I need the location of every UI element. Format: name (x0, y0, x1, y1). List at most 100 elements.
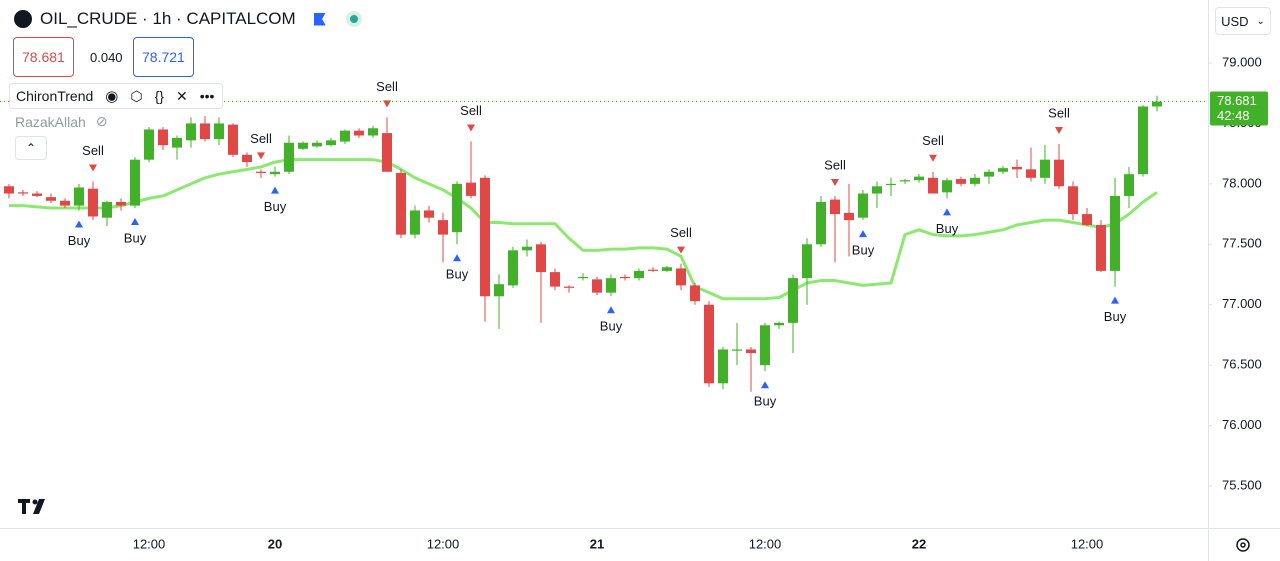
buy-label: Buy (754, 394, 777, 409)
candle-body (74, 187, 84, 206)
candle-body (536, 244, 546, 273)
candle-body (508, 250, 518, 286)
candle-body (1026, 169, 1036, 178)
candle-body (480, 177, 490, 297)
sell-label: Sell (82, 143, 104, 158)
candle-body (1082, 214, 1092, 225)
candle-body (522, 246, 532, 251)
candle-body (18, 192, 28, 194)
candle-body (46, 197, 56, 201)
close-icon[interactable]: ✕ (175, 87, 188, 104)
sell-marker (929, 154, 937, 162)
candle-body (284, 142, 294, 172)
sell-label: Sell (670, 225, 692, 240)
buy-label: Buy (1104, 309, 1127, 324)
candle-body (788, 278, 798, 323)
candle-body (228, 124, 238, 155)
candle-body (942, 180, 952, 193)
trend-line (9, 158, 1158, 301)
ask-box[interactable]: 78.721 (133, 37, 194, 77)
candle-body (60, 200, 70, 206)
candle-body (620, 276, 630, 279)
buy-marker (859, 230, 867, 238)
indicator2-legend: RazakAllah ⊘ (15, 113, 108, 130)
candle-body (368, 128, 378, 136)
last-price-label: 78.681 (1217, 93, 1257, 108)
currency: USD (1221, 13, 1249, 29)
candle-body (452, 183, 462, 233)
candle-body (1152, 101, 1162, 107)
candle-body (102, 201, 112, 218)
candle-body (494, 284, 504, 297)
candle-body (704, 304, 714, 384)
candle-body (1012, 166, 1022, 170)
buy-marker (761, 381, 769, 389)
buy-label: Buy (852, 243, 875, 258)
collapse-button[interactable]: ⌃ (15, 136, 47, 160)
x-tick-label: 22 (912, 536, 926, 551)
candle-body (872, 186, 882, 194)
candle-body (1040, 159, 1050, 178)
y-tick-label: 78.000 (1222, 175, 1262, 190)
candle-body (592, 279, 602, 293)
bid-box[interactable]: 78.681 (13, 37, 74, 77)
x-tick-label: 12:00 (1071, 536, 1104, 551)
candle-body (130, 159, 140, 206)
candle-body (1110, 195, 1120, 271)
currency-select[interactable]: USD ⌄ (1215, 7, 1271, 35)
candle-body (802, 244, 812, 279)
indicator-legend[interactable]: ChironTrend ◉ ⬡ {} ✕ ••• (9, 83, 224, 109)
candle-body (200, 123, 210, 140)
source-icon[interactable]: {} (154, 88, 164, 104)
spread: 0.040 (90, 50, 123, 65)
x-tick-label: 20 (268, 536, 282, 551)
candle-body (774, 322, 784, 326)
sell-marker (467, 124, 475, 132)
buy-label: Buy (68, 233, 91, 248)
candle-body (466, 182, 476, 196)
candle-body (88, 188, 98, 217)
candle-body (1138, 106, 1148, 175)
candle-body (298, 142, 308, 149)
y-tick-label: 76.000 (1222, 417, 1262, 432)
candle-body (32, 193, 42, 196)
candle-body (718, 349, 728, 384)
candle-body (844, 212, 854, 221)
last-price-tag (1210, 91, 1268, 126)
candle-body (886, 183, 896, 186)
buy-label: Buy (124, 230, 147, 245)
y-tick-label: 77.000 (1222, 296, 1262, 311)
candle-body (312, 142, 322, 147)
y-tick-label: 75.500 (1222, 477, 1262, 492)
buy-marker (271, 186, 279, 194)
sell-label: Sell (376, 79, 398, 94)
candle-body (760, 325, 770, 366)
candle-body (830, 199, 840, 215)
candle-body (340, 130, 350, 142)
candle-body (396, 172, 406, 235)
candle-body (186, 123, 196, 141)
candle-body (242, 154, 252, 163)
candle-body (816, 201, 826, 245)
settings-icon[interactable] (1236, 538, 1250, 552)
more-icon[interactable]: ••• (199, 88, 215, 104)
candle-body (172, 137, 182, 148)
y-tick-label: 79.000 (1222, 54, 1262, 69)
candle-body (690, 285, 700, 302)
candle-body (564, 286, 574, 288)
candle-body (1054, 159, 1064, 187)
candle-body (4, 186, 14, 194)
candle-body (998, 168, 1008, 172)
y-tick-label: 76.500 (1222, 357, 1262, 372)
settings-icon[interactable]: ⬡ (130, 87, 143, 104)
buy-marker (453, 254, 461, 262)
symbol-icon (14, 10, 32, 28)
buy-label: Buy (936, 221, 959, 236)
eye-icon[interactable]: ◉ (105, 88, 119, 105)
countdown: 42:48 (1217, 108, 1250, 123)
hidden-icon[interactable]: ⊘ (95, 113, 108, 129)
candle-body (956, 179, 966, 184)
candle-body (648, 269, 658, 271)
flag[interactable] (313, 12, 326, 26)
x-tick-label: 21 (590, 536, 604, 551)
